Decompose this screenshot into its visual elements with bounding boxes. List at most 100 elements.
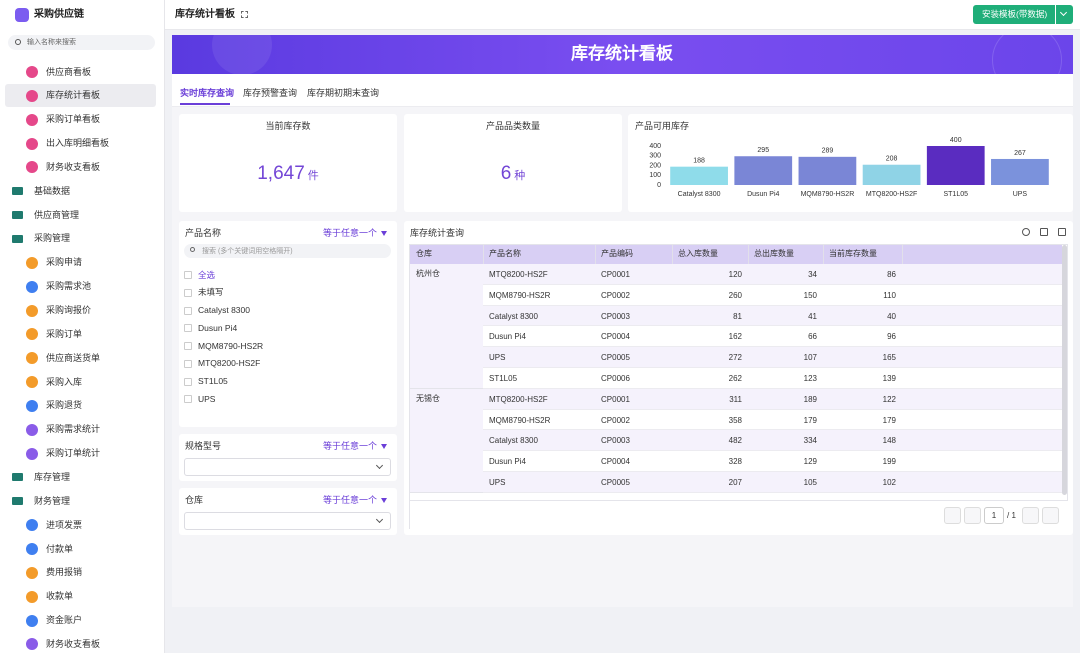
menu-item[interactable]: 财务收支看板 bbox=[46, 161, 101, 172]
table-cell: CP0005 bbox=[601, 478, 630, 487]
table-cell: 148 bbox=[882, 436, 896, 446]
page-title: 库存统计看板 bbox=[175, 9, 235, 20]
install-button[interactable] bbox=[973, 5, 1055, 24]
data-label: 295 bbox=[757, 147, 769, 154]
page-button[interactable] bbox=[964, 507, 981, 524]
page-button[interactable] bbox=[1022, 507, 1039, 524]
menu-icon bbox=[26, 304, 38, 317]
table-tool-icon[interactable] bbox=[1058, 228, 1066, 236]
checkbox[interactable] bbox=[184, 288, 192, 297]
install-dropdown[interactable] bbox=[1056, 5, 1073, 24]
filter-select[interactable] bbox=[184, 458, 391, 476]
table-row bbox=[483, 264, 1062, 285]
menu-group[interactable]: 供应商管理 bbox=[34, 209, 80, 220]
menu-item[interactable]: 进项发票 bbox=[46, 519, 83, 530]
data-label: 188 bbox=[693, 158, 705, 165]
table-cell: MTQ8200-HS2F bbox=[489, 394, 548, 404]
filter-operator[interactable]: 等于任意一个 bbox=[322, 228, 377, 238]
menu-group[interactable]: 基础数据 bbox=[34, 185, 71, 196]
table-header bbox=[410, 245, 1062, 264]
tab[interactable]: 库存期初期末查询 bbox=[307, 88, 380, 98]
column-header: 产品编码 bbox=[601, 249, 633, 258]
filter-label: 仓库 bbox=[185, 495, 204, 505]
filter-operator[interactable]: 等于任意一个 bbox=[322, 441, 377, 451]
warehouse-name: 杭州仓 bbox=[416, 269, 440, 278]
filter-option[interactable]: MQM8790-HS2R bbox=[198, 340, 264, 351]
column-header: 仓库 bbox=[416, 249, 432, 258]
x-tick-label: Dusun Pi4 bbox=[747, 191, 779, 198]
table-cell: 150 bbox=[803, 290, 817, 300]
install-button-label: 安装模板(带数据) bbox=[982, 9, 1048, 19]
page-button[interactable] bbox=[1042, 507, 1059, 524]
menu-item[interactable]: 采购需求统计 bbox=[46, 424, 101, 435]
filter-option[interactable]: ST1L05 bbox=[198, 376, 228, 386]
banner bbox=[172, 35, 1073, 74]
table-cell: 110 bbox=[883, 290, 896, 300]
menu-item[interactable]: 采购订单统计 bbox=[46, 448, 101, 459]
filter-option[interactable]: Catalyst 8300 bbox=[198, 305, 250, 315]
table-cell: 260 bbox=[728, 290, 742, 300]
menu-item[interactable]: 资金账户 bbox=[46, 615, 83, 626]
filter-option[interactable]: MTQ8200-HS2F bbox=[198, 358, 261, 369]
tab[interactable]: 实时库存查询 bbox=[180, 88, 235, 98]
fullscreen-icon[interactable] bbox=[241, 11, 248, 18]
table-cell: Dusun Pi4 bbox=[489, 332, 526, 342]
menu-item[interactable]: 采购退货 bbox=[46, 400, 83, 411]
filter-option[interactable]: 全选 bbox=[198, 269, 216, 280]
table-tool-icon[interactable] bbox=[1040, 228, 1048, 236]
table-cell: CP0004 bbox=[601, 332, 630, 342]
menu-item[interactable]: 供应商送货单 bbox=[46, 352, 101, 363]
folder-icon bbox=[12, 497, 23, 506]
menu-item[interactable]: 收款单 bbox=[46, 591, 74, 602]
page-button[interactable] bbox=[944, 507, 961, 524]
menu-group[interactable]: 库存管理 bbox=[34, 471, 71, 482]
menu-item[interactable]: 付款单 bbox=[46, 543, 74, 554]
table-cell: 199 bbox=[882, 457, 896, 467]
table-cell: Catalyst 8300 bbox=[489, 311, 538, 321]
filter-option[interactable]: UPS bbox=[198, 393, 216, 404]
menu-item[interactable]: 采购申请 bbox=[46, 257, 83, 268]
y-tick-label: 400 bbox=[649, 143, 661, 150]
filter-operator[interactable]: 等于任意一个 bbox=[322, 495, 377, 505]
menu-item[interactable]: 采购订单看板 bbox=[46, 114, 101, 125]
page-input[interactable] bbox=[984, 507, 1004, 524]
checkbox[interactable] bbox=[184, 306, 192, 315]
menu-icon bbox=[26, 161, 38, 174]
search-box[interactable] bbox=[8, 35, 155, 50]
menu-item[interactable]: 财务收支看板 bbox=[46, 638, 101, 649]
warehouse-cell bbox=[410, 388, 483, 493]
menu-item[interactable]: 费用报销 bbox=[46, 567, 83, 578]
menu-icon bbox=[26, 638, 38, 651]
filter-select[interactable] bbox=[184, 512, 391, 530]
checkbox[interactable] bbox=[184, 271, 192, 279]
tab[interactable]: 库存预警查询 bbox=[243, 88, 298, 98]
filter-label: 规格型号 bbox=[185, 441, 222, 451]
checkbox[interactable] bbox=[184, 342, 192, 350]
checkbox[interactable] bbox=[184, 377, 192, 386]
operator-caret bbox=[381, 444, 387, 449]
menu-item[interactable]: 采购入库 bbox=[46, 376, 83, 387]
menu-item[interactable]: 库存统计看板 bbox=[46, 90, 101, 101]
table-tool-icon[interactable] bbox=[1022, 228, 1030, 236]
checkbox[interactable] bbox=[184, 395, 192, 404]
menu-item[interactable]: 采购询报价 bbox=[46, 305, 92, 315]
menu-group[interactable]: 采购管理 bbox=[34, 233, 71, 244]
page-total: / 1 bbox=[1007, 511, 1016, 520]
topbar bbox=[165, 0, 1080, 30]
checkbox[interactable] bbox=[184, 359, 192, 368]
menu-group[interactable]: 财务管理 bbox=[34, 495, 71, 506]
table-cell: MQM8790-HS2R bbox=[489, 415, 551, 425]
menu-item[interactable]: 供应商看板 bbox=[46, 66, 92, 77]
filter-search[interactable] bbox=[184, 244, 391, 258]
filter-option[interactable]: 未填写 bbox=[198, 287, 224, 298]
folder-icon bbox=[12, 187, 23, 196]
menu-item[interactable]: 采购需求池 bbox=[46, 281, 92, 292]
filter-option[interactable]: Dusun Pi4 bbox=[198, 322, 238, 333]
table-cell: 123 bbox=[803, 374, 817, 383]
column-header: 产品名称 bbox=[489, 249, 521, 258]
menu-item[interactable]: 采购订单 bbox=[46, 328, 83, 339]
search-icon bbox=[15, 39, 21, 45]
checkbox[interactable] bbox=[184, 324, 192, 333]
menu-item[interactable]: 出入库明细看板 bbox=[46, 138, 110, 149]
